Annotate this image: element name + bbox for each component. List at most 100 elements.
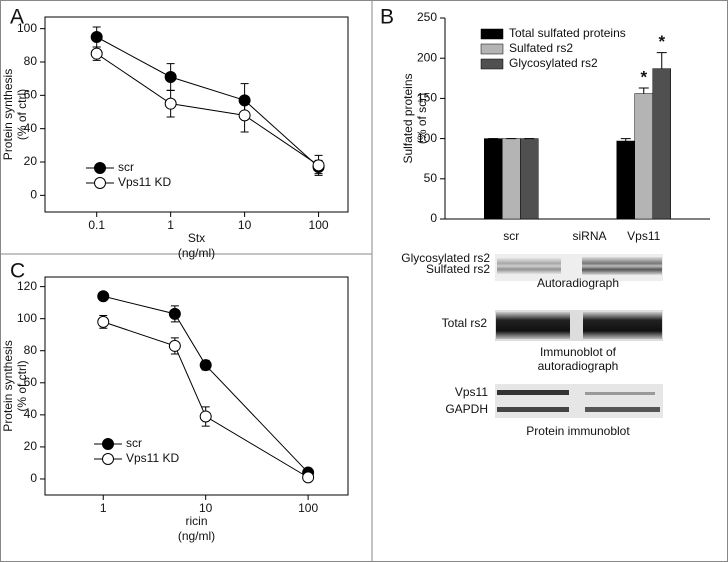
y-tick-label: 100: [417, 131, 437, 145]
marker: [312, 159, 325, 172]
y-tick-label: 40: [24, 407, 38, 421]
error-bar: [656, 52, 667, 69]
panel-label: C: [10, 260, 25, 283]
blot-band: [496, 312, 570, 339]
y-axis-label: (% of scr): [415, 93, 429, 144]
y-axis-label: (% of ctrl): [15, 89, 29, 140]
panel-label: A: [10, 6, 24, 29]
marker: [164, 97, 177, 110]
marker: [90, 47, 103, 60]
legend-label: scr: [118, 160, 134, 174]
blot-label: Sulfated rs2: [426, 262, 490, 276]
y-tick-label: 200: [417, 50, 437, 64]
legend-swatch: [480, 58, 504, 70]
legend-label: Vps11 KD: [118, 175, 171, 189]
blot-caption: autoradiograph: [538, 359, 619, 373]
blot-label: GAPDH: [445, 402, 488, 416]
y-tick-label: 150: [417, 91, 437, 105]
x-tick-label: 10: [238, 218, 252, 232]
y-axis-label: Protein synthesis: [1, 340, 15, 431]
series-line: [96, 53, 319, 166]
group-label: siRNA: [572, 229, 606, 243]
x-tick-label: 1: [100, 501, 107, 515]
y-axis-label: Protein synthesis: [1, 69, 15, 160]
y-tick-label: 20: [24, 154, 38, 168]
y-tick-label: 60: [24, 375, 38, 389]
x-tick-label: 100: [309, 218, 329, 232]
error-bar: [620, 138, 631, 142]
blot-band: [497, 407, 569, 412]
plot-frame: [44, 16, 349, 213]
bar: [484, 138, 503, 220]
x-axis-label: ricin: [185, 514, 207, 528]
x-tick-label: 100: [298, 501, 318, 515]
marker: [238, 109, 251, 122]
error-bar: [638, 87, 649, 94]
y-axis-label: (% of ctrl): [15, 360, 29, 411]
marker: [168, 307, 181, 320]
marker: [302, 471, 315, 484]
blot-band: [585, 407, 660, 412]
legend-label: Vps11 KD: [126, 451, 179, 465]
bar: [616, 140, 635, 220]
legend-label: Glycosylated rs2: [509, 56, 598, 70]
legend-marker: [102, 453, 114, 465]
marker: [97, 315, 110, 328]
y-tick-label: 50: [424, 171, 438, 185]
y-tick-label: 250: [417, 10, 437, 24]
blot-caption: Immunoblot of: [540, 345, 617, 359]
y-tick-label: 0: [30, 188, 37, 202]
y-tick-label: 40: [24, 121, 38, 135]
marker: [168, 339, 181, 352]
legend-swatch: [480, 43, 504, 55]
x-tick-label: 1: [167, 218, 174, 232]
x-axis-label: (ng/ml): [178, 529, 215, 543]
blot-band: [497, 390, 569, 395]
bar: [634, 93, 653, 220]
legend-marker: [102, 438, 114, 450]
blot-band: [582, 257, 662, 275]
y-tick-label: 60: [24, 88, 38, 102]
bar: [520, 138, 539, 220]
series-line: [103, 295, 309, 473]
marker: [164, 71, 177, 83]
marker: [90, 31, 103, 43]
legend-label: Sulfated rs2: [509, 41, 573, 55]
legend-marker: [94, 162, 106, 174]
x-axis-label: Stx: [188, 231, 205, 245]
y-tick-label: 80: [24, 54, 38, 68]
x-tick-label: 10: [199, 501, 213, 515]
blot-label: Glycosylated rs2: [401, 251, 490, 265]
annotation: *: [658, 32, 665, 51]
x-tick-label: 0.1: [88, 218, 105, 232]
marker: [199, 410, 212, 423]
blot-caption: Protein immunoblot: [526, 424, 630, 438]
y-tick-label: 100: [17, 21, 37, 35]
legend-label: Total sulfated proteins: [509, 26, 626, 40]
blot-band: [497, 258, 561, 274]
x-tick-label: scr: [503, 229, 519, 243]
y-tick-label: 80: [24, 343, 38, 357]
x-tick-label: Vps11: [627, 229, 660, 243]
marker: [97, 290, 110, 303]
blot: [495, 384, 663, 418]
panel-label: B: [380, 6, 394, 29]
y-tick-label: 0: [30, 471, 37, 485]
blot-label: Vps11: [455, 385, 488, 399]
blot-band: [585, 392, 655, 395]
y-tick-label: 100: [17, 311, 37, 325]
bar: [502, 138, 521, 220]
legend-swatch: [480, 28, 504, 40]
series-line: [103, 321, 309, 478]
y-axis-label: Sulfated proteins: [401, 73, 415, 163]
blot-caption: Autoradiograph: [537, 276, 619, 290]
blot-band: [583, 312, 662, 339]
y-tick-label: 20: [24, 439, 38, 453]
y-tick-label: 0: [430, 211, 437, 225]
legend-marker: [94, 177, 106, 189]
legend-label: scr: [126, 436, 142, 450]
y-tick-label: 120: [17, 279, 37, 293]
bar: [652, 68, 671, 220]
plot-frame: [44, 276, 349, 496]
